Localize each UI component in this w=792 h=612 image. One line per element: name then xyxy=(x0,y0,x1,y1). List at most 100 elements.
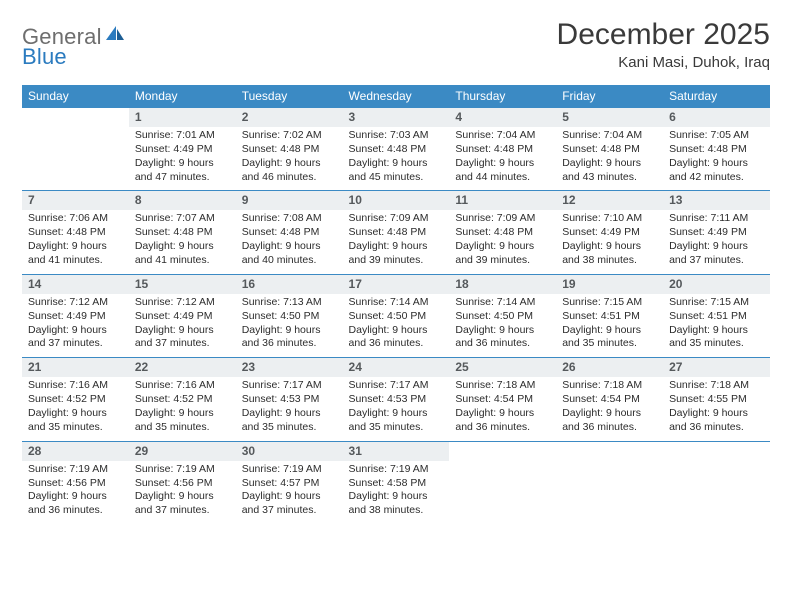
daylight-text: Daylight: 9 hours and 42 minutes. xyxy=(669,157,764,185)
day-number: 20 xyxy=(663,275,770,294)
daylight-text: Daylight: 9 hours and 47 minutes. xyxy=(135,157,230,185)
calendar-cell xyxy=(663,441,770,524)
sunrise-text: Sunrise: 7:09 AM xyxy=(349,212,444,226)
sunset-text: Sunset: 4:51 PM xyxy=(562,310,657,324)
day-number: 25 xyxy=(449,358,556,377)
sunrise-text: Sunrise: 7:13 AM xyxy=(242,296,337,310)
day-number: 4 xyxy=(449,108,556,127)
sunrise-text: Sunrise: 7:19 AM xyxy=(349,463,444,477)
day-number: 14 xyxy=(22,275,129,294)
sunset-text: Sunset: 4:50 PM xyxy=(455,310,550,324)
day-details: Sunrise: 7:19 AMSunset: 4:57 PMDaylight:… xyxy=(236,461,343,524)
sunset-text: Sunset: 4:53 PM xyxy=(242,393,337,407)
sunset-text: Sunset: 4:48 PM xyxy=(669,143,764,157)
day-number: 24 xyxy=(343,358,450,377)
sunset-text: Sunset: 4:52 PM xyxy=(28,393,123,407)
day-number: 2 xyxy=(236,108,343,127)
sunset-text: Sunset: 4:49 PM xyxy=(135,143,230,157)
day-details: Sunrise: 7:06 AMSunset: 4:48 PMDaylight:… xyxy=(22,210,129,273)
sunset-text: Sunset: 4:48 PM xyxy=(242,143,337,157)
day-details: Sunrise: 7:11 AMSunset: 4:49 PMDaylight:… xyxy=(663,210,770,273)
calendar-cell: 30Sunrise: 7:19 AMSunset: 4:57 PMDayligh… xyxy=(236,441,343,524)
sunrise-text: Sunrise: 7:19 AM xyxy=(242,463,337,477)
logo-text-blue: Blue xyxy=(22,44,67,69)
daylight-text: Daylight: 9 hours and 45 minutes. xyxy=(349,157,444,185)
weekday-header: Wednesday xyxy=(343,85,450,107)
day-number: 31 xyxy=(343,442,450,461)
sunrise-text: Sunrise: 7:15 AM xyxy=(562,296,657,310)
calendar-table: SundayMondayTuesdayWednesdayThursdayFrid… xyxy=(22,85,770,524)
empty-cell xyxy=(449,442,556,494)
day-details: Sunrise: 7:02 AMSunset: 4:48 PMDaylight:… xyxy=(236,127,343,190)
calendar-cell: 9Sunrise: 7:08 AMSunset: 4:48 PMDaylight… xyxy=(236,190,343,273)
day-number: 11 xyxy=(449,191,556,210)
daylight-text: Daylight: 9 hours and 35 minutes. xyxy=(242,407,337,435)
daylight-text: Daylight: 9 hours and 39 minutes. xyxy=(455,240,550,268)
day-details: Sunrise: 7:18 AMSunset: 4:54 PMDaylight:… xyxy=(449,377,556,440)
calendar-cell: 13Sunrise: 7:11 AMSunset: 4:49 PMDayligh… xyxy=(663,190,770,273)
daylight-text: Daylight: 9 hours and 46 minutes. xyxy=(242,157,337,185)
day-details: Sunrise: 7:15 AMSunset: 4:51 PMDaylight:… xyxy=(663,294,770,357)
day-details: Sunrise: 7:16 AMSunset: 4:52 PMDaylight:… xyxy=(22,377,129,440)
day-details: Sunrise: 7:08 AMSunset: 4:48 PMDaylight:… xyxy=(236,210,343,273)
calendar-header-row: SundayMondayTuesdayWednesdayThursdayFrid… xyxy=(22,85,770,107)
sunrise-text: Sunrise: 7:19 AM xyxy=(135,463,230,477)
sunrise-text: Sunrise: 7:03 AM xyxy=(349,129,444,143)
day-number: 21 xyxy=(22,358,129,377)
sunset-text: Sunset: 4:49 PM xyxy=(562,226,657,240)
calendar-cell xyxy=(22,107,129,190)
sunrise-text: Sunrise: 7:11 AM xyxy=(669,212,764,226)
day-number: 19 xyxy=(556,275,663,294)
day-number: 30 xyxy=(236,442,343,461)
day-number: 23 xyxy=(236,358,343,377)
day-number: 7 xyxy=(22,191,129,210)
calendar-cell: 2Sunrise: 7:02 AMSunset: 4:48 PMDaylight… xyxy=(236,107,343,190)
day-details: Sunrise: 7:09 AMSunset: 4:48 PMDaylight:… xyxy=(343,210,450,273)
daylight-text: Daylight: 9 hours and 36 minutes. xyxy=(669,407,764,435)
calendar-cell: 15Sunrise: 7:12 AMSunset: 4:49 PMDayligh… xyxy=(129,274,236,357)
daylight-text: Daylight: 9 hours and 36 minutes. xyxy=(28,490,123,518)
sunrise-text: Sunrise: 7:09 AM xyxy=(455,212,550,226)
daylight-text: Daylight: 9 hours and 36 minutes. xyxy=(455,324,550,352)
sunrise-text: Sunrise: 7:16 AM xyxy=(135,379,230,393)
calendar-cell: 26Sunrise: 7:18 AMSunset: 4:54 PMDayligh… xyxy=(556,357,663,440)
calendar-cell xyxy=(556,441,663,524)
weekday-header: Tuesday xyxy=(236,85,343,107)
sunset-text: Sunset: 4:48 PM xyxy=(562,143,657,157)
day-details: Sunrise: 7:14 AMSunset: 4:50 PMDaylight:… xyxy=(449,294,556,357)
daylight-text: Daylight: 9 hours and 41 minutes. xyxy=(28,240,123,268)
daylight-text: Daylight: 9 hours and 36 minutes. xyxy=(349,324,444,352)
day-details: Sunrise: 7:10 AMSunset: 4:49 PMDaylight:… xyxy=(556,210,663,273)
sunset-text: Sunset: 4:48 PM xyxy=(135,226,230,240)
day-number: 9 xyxy=(236,191,343,210)
daylight-text: Daylight: 9 hours and 37 minutes. xyxy=(669,240,764,268)
sunrise-text: Sunrise: 7:18 AM xyxy=(562,379,657,393)
daylight-text: Daylight: 9 hours and 35 minutes. xyxy=(28,407,123,435)
day-number: 8 xyxy=(129,191,236,210)
daylight-text: Daylight: 9 hours and 35 minutes. xyxy=(349,407,444,435)
day-number: 12 xyxy=(556,191,663,210)
location: Kani Masi, Duhok, Iraq xyxy=(557,54,770,71)
daylight-text: Daylight: 9 hours and 36 minutes. xyxy=(562,407,657,435)
daylight-text: Daylight: 9 hours and 44 minutes. xyxy=(455,157,550,185)
weekday-header: Monday xyxy=(129,85,236,107)
sunrise-text: Sunrise: 7:18 AM xyxy=(669,379,764,393)
day-number: 13 xyxy=(663,191,770,210)
daylight-text: Daylight: 9 hours and 37 minutes. xyxy=(242,490,337,518)
calendar-cell: 17Sunrise: 7:14 AMSunset: 4:50 PMDayligh… xyxy=(343,274,450,357)
sunrise-text: Sunrise: 7:01 AM xyxy=(135,129,230,143)
sunset-text: Sunset: 4:48 PM xyxy=(349,226,444,240)
calendar-cell: 5Sunrise: 7:04 AMSunset: 4:48 PMDaylight… xyxy=(556,107,663,190)
calendar-cell: 11Sunrise: 7:09 AMSunset: 4:48 PMDayligh… xyxy=(449,190,556,273)
sunset-text: Sunset: 4:54 PM xyxy=(562,393,657,407)
sunrise-text: Sunrise: 7:02 AM xyxy=(242,129,337,143)
empty-cell xyxy=(663,442,770,494)
day-number: 17 xyxy=(343,275,450,294)
sunset-text: Sunset: 4:48 PM xyxy=(349,143,444,157)
sunset-text: Sunset: 4:48 PM xyxy=(455,143,550,157)
sunrise-text: Sunrise: 7:15 AM xyxy=(669,296,764,310)
weekday-header: Friday xyxy=(556,85,663,107)
calendar-page: { "brand": { "part1": "General", "part2"… xyxy=(0,0,792,612)
logo-line2: Blue xyxy=(22,44,67,70)
sunrise-text: Sunrise: 7:08 AM xyxy=(242,212,337,226)
